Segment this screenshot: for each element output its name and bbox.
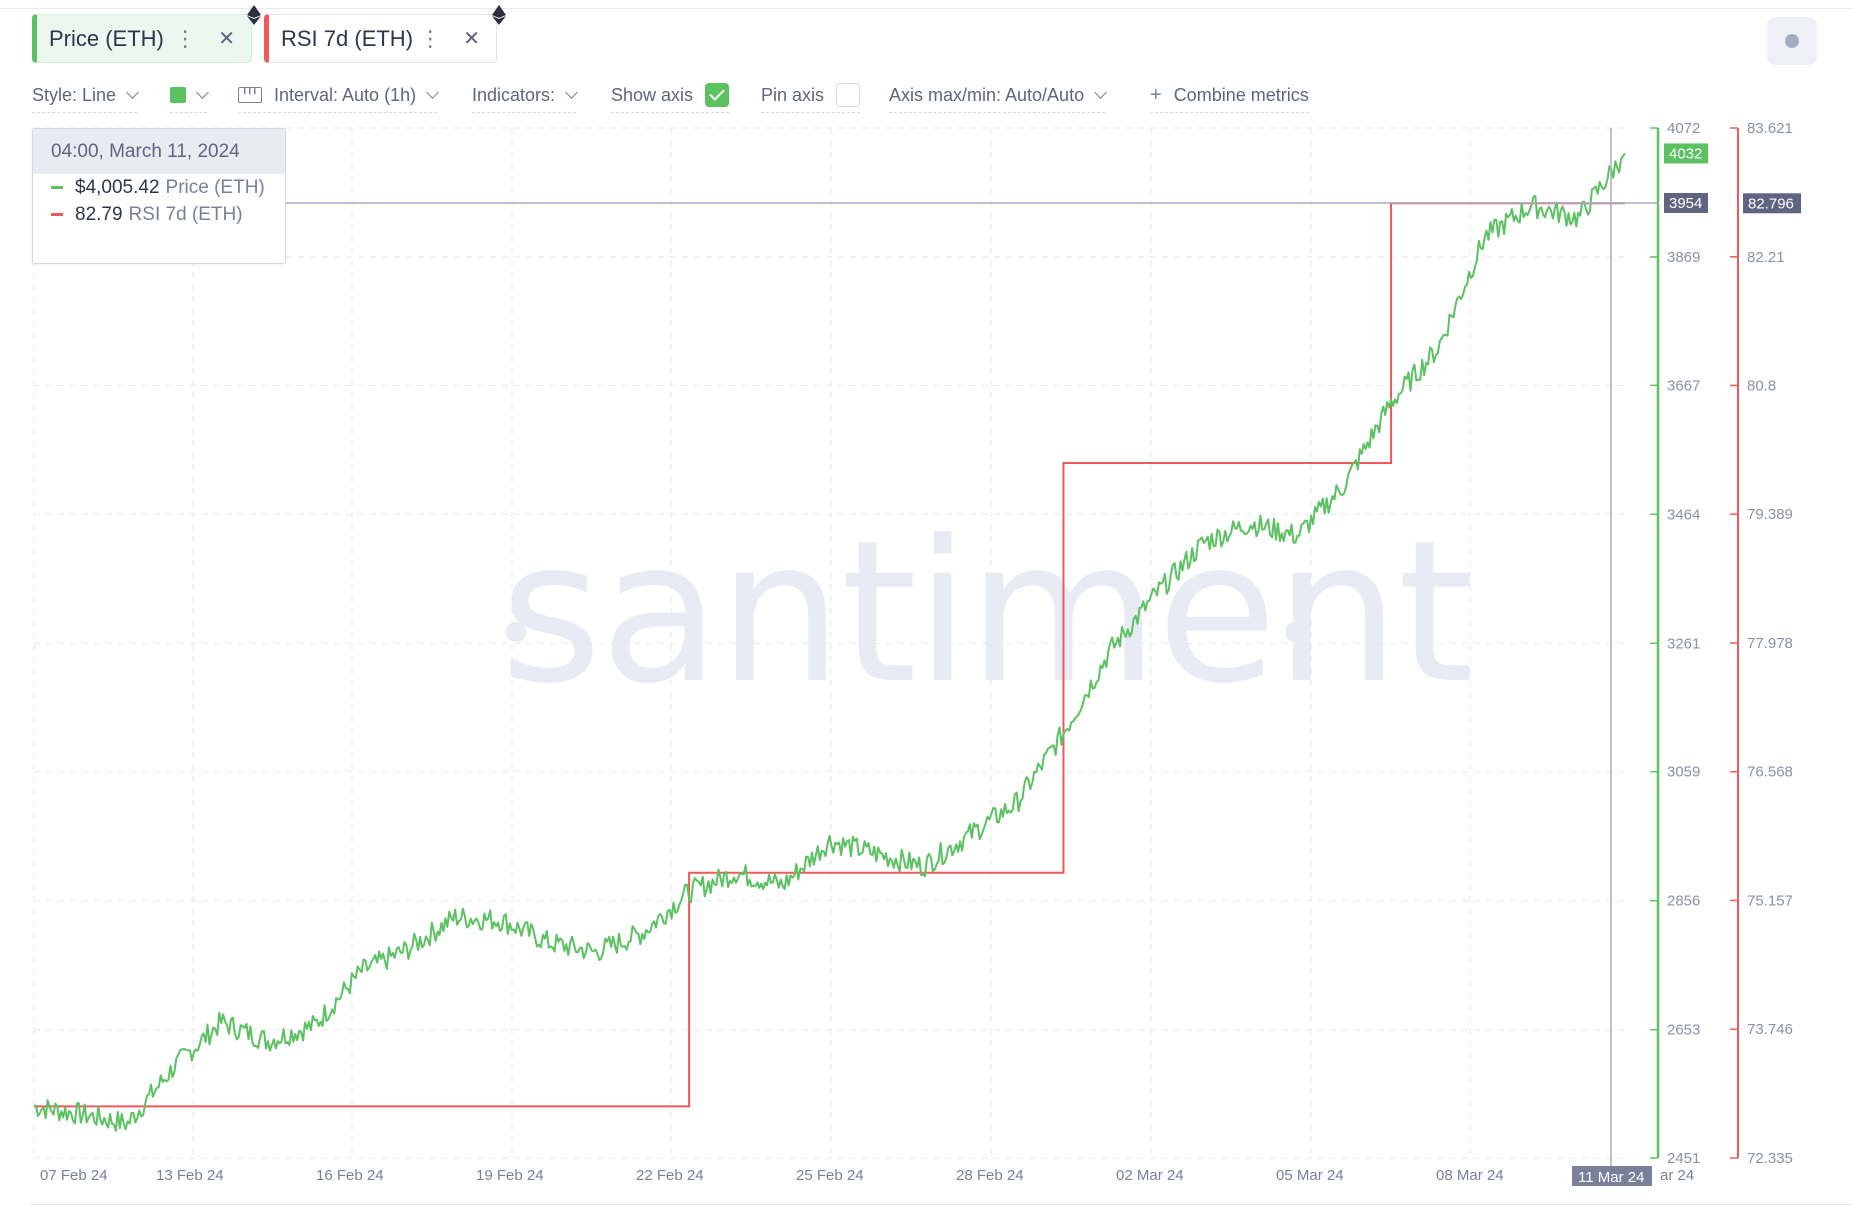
color-swatch	[170, 87, 186, 103]
style-dropdown[interactable]: Style: Line	[32, 78, 139, 113]
price-axis-tick-label: 2653	[1667, 1022, 1700, 1039]
indicators-label: Indicators:	[472, 84, 556, 105]
tooltip-row-price: $4,005.42 Price (ETH)	[51, 174, 285, 201]
chart-tooltip: 04:00, March 11, 2024 $4,005.42 Price (E…	[32, 128, 286, 264]
watermark-text: santiment	[500, 499, 1472, 727]
interval-dropdown[interactable]: Interval: Auto (1h)	[238, 78, 439, 113]
metric-chip-rsi[interactable]: RSI 7d (ETH) ⋮ ✕	[264, 5, 506, 63]
dot-icon	[1785, 34, 1799, 48]
price-last-value-label: 4032	[1669, 145, 1702, 162]
watermark-dot-right	[1285, 622, 1305, 642]
rsi-axis-tick-label: 75.157	[1747, 892, 1793, 909]
tooltip-row-rsi: 82.79 RSI 7d (ETH)	[51, 201, 285, 228]
date-tick-label: 22 Feb 24	[636, 1167, 704, 1184]
watermark-dot-left	[506, 622, 526, 642]
price-last-value-tag	[1664, 143, 1708, 164]
cursor-date-label: 11 Mar 24	[1578, 1169, 1644, 1186]
pin-axis-label: Pin axis	[761, 84, 825, 105]
plus-icon: +	[1150, 83, 1162, 106]
legend-dash-price	[51, 186, 63, 189]
price-axis-tick-label: 4072	[1667, 120, 1700, 137]
combine-metrics-button[interactable]: + Combine metrics	[1150, 78, 1309, 113]
rsi-axis-tick-label: 79.389	[1747, 506, 1793, 523]
settings-toggle-button[interactable]	[1767, 17, 1817, 65]
pin-axis-checkbox[interactable]	[836, 83, 861, 107]
more-options-icon[interactable]: ⋮	[174, 25, 197, 51]
legend-dash-rsi	[51, 213, 63, 216]
ethereum-icon	[247, 5, 261, 25]
price-axis-tick-label: 3464	[1667, 506, 1700, 523]
close-icon[interactable]: ✕	[463, 28, 480, 50]
interval-label: Interval: Auto (1h)	[274, 84, 417, 105]
rsi-axis-tick-label: 77.978	[1747, 635, 1793, 652]
rsi-axis-tick-label: 80.8	[1747, 377, 1776, 394]
date-tick-label: 05 Mar 24	[1276, 1167, 1344, 1184]
top-border	[0, 8, 1852, 9]
show-axis-toggle[interactable]: Show axis	[611, 78, 730, 113]
metric-label-rsi: RSI 7d (ETH)	[281, 25, 414, 51]
indicators-dropdown[interactable]: Indicators:	[472, 78, 578, 113]
combine-metrics-label: Combine metrics	[1173, 84, 1309, 105]
ethereum-icon	[492, 5, 506, 25]
price-axis-tick-label: 3869	[1667, 249, 1700, 266]
date-tick-label: 16 Feb 24	[316, 1167, 384, 1184]
rsi-axis-tick-label: 83.621	[1747, 120, 1793, 137]
tooltip-value-price: $4,005.42	[75, 176, 160, 198]
cursor-date-tag	[1572, 1166, 1652, 1186]
price-axis-tick-label: 3059	[1667, 764, 1700, 781]
show-axis-checkbox[interactable]	[705, 83, 730, 107]
rsi-axis-tick-label: 82.21	[1747, 249, 1785, 266]
date-tick-label: 02 Mar 24	[1116, 1167, 1184, 1184]
color-dropdown[interactable]	[170, 78, 209, 113]
price-axis-tick-label: 3261	[1667, 635, 1700, 652]
date-tick-label: 13 Feb 24	[156, 1167, 224, 1184]
price-axis-tick-label: 2856	[1667, 893, 1700, 910]
date-tick-label: 07 Feb 24	[40, 1167, 108, 1184]
price-cursor-value-tag	[1664, 192, 1708, 213]
price-cursor-value-label: 3954	[1669, 195, 1702, 212]
rsi-series-line	[34, 202, 1625, 1108]
date-tick-label: 08 Mar 24	[1436, 1167, 1504, 1184]
axis-maxmin-label: Axis max/min: Auto/Auto	[889, 84, 1085, 105]
price-series-line	[33, 152, 1626, 1132]
bottom-border	[30, 1204, 1852, 1205]
pin-axis-toggle[interactable]: Pin axis	[761, 78, 861, 113]
tooltip-value-rsi: 82.79	[75, 203, 123, 225]
axis-maxmin-dropdown[interactable]: Axis max/min: Auto/Auto	[889, 78, 1107, 113]
tooltip-name-rsi: RSI 7d (ETH)	[128, 203, 243, 225]
ruler-icon	[238, 87, 262, 103]
chart-toolbar: Style: Line Interval: Auto (1h) Indicato…	[0, 78, 1852, 113]
close-icon[interactable]: ✕	[218, 28, 235, 50]
price-axis-tick-label: 2451	[1667, 1150, 1700, 1167]
rsi-cursor-value-label: 82.796	[1748, 195, 1794, 212]
metric-chip-price[interactable]: Price (ETH) ⋮ ✕	[32, 5, 261, 63]
tooltip-date: 04:00, March 11, 2024	[33, 129, 285, 174]
date-tick-label: ar 24	[1660, 1167, 1694, 1184]
date-tick-label: 28 Feb 24	[956, 1167, 1024, 1184]
rsi-axis-tick-label: 72.335	[1747, 1150, 1793, 1167]
more-options-icon[interactable]: ⋮	[419, 25, 442, 51]
date-tick-label: 19 Feb 24	[476, 1167, 544, 1184]
metric-label-price: Price (ETH)	[49, 25, 164, 51]
rsi-axis-tick-label: 73.746	[1747, 1021, 1793, 1038]
date-tick-label: 25 Feb 24	[796, 1167, 864, 1184]
style-label: Style: Line	[32, 84, 117, 105]
show-axis-label: Show axis	[611, 84, 694, 105]
tooltip-name-price: Price (ETH)	[165, 176, 265, 198]
rsi-axis-tick-label: 76.568	[1747, 764, 1793, 781]
price-axis-tick-label: 3667	[1667, 377, 1700, 394]
rsi-cursor-value-tag	[1743, 193, 1801, 214]
